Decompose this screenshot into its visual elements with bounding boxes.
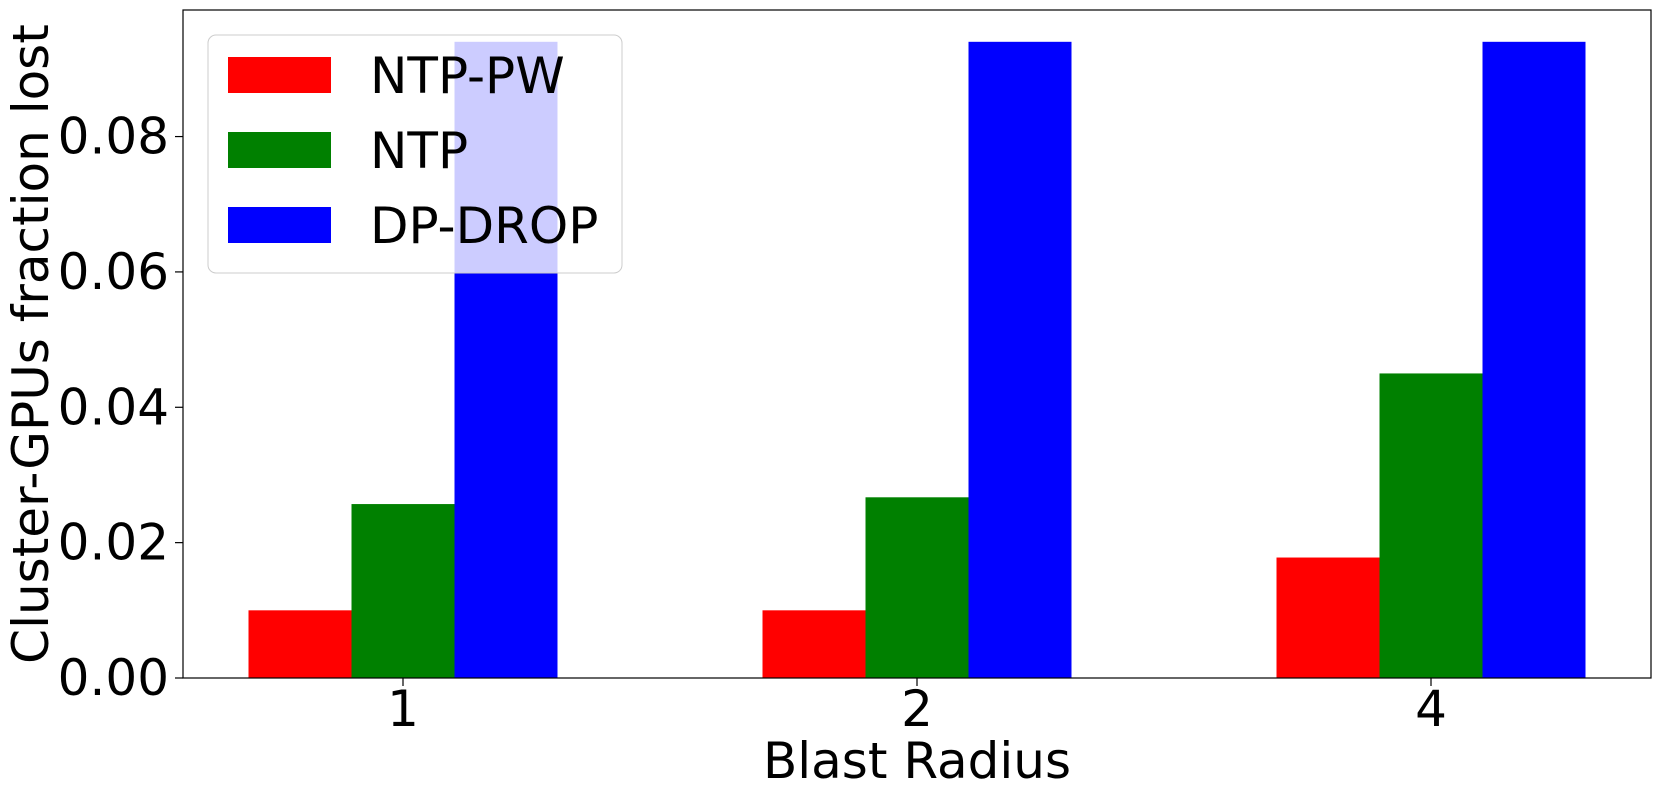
y-tick-label: 0.02	[58, 514, 169, 572]
legend-swatch-dp-drop	[228, 207, 331, 243]
y-tick-label: 0.08	[58, 108, 169, 166]
y-tick-label: 0.06	[58, 243, 169, 301]
bar-ntp-4	[1379, 373, 1483, 678]
bar-ntp-2	[865, 497, 969, 678]
x-axis-label: Blast Radius	[763, 732, 1071, 790]
x-tick-label: 1	[387, 680, 419, 738]
bar-ntp-pw-4	[1276, 557, 1380, 678]
legend-swatch-ntp-pw	[228, 57, 331, 93]
y-tick-label: 0.00	[58, 649, 169, 707]
y-axis: 0.00 0.02 0.04 0.06 0.08	[58, 108, 183, 707]
legend: NTP-PW NTP DP-DROP	[207, 34, 623, 274]
legend-label-ntp: NTP	[370, 122, 468, 180]
y-tick-label: 0.04	[58, 378, 169, 436]
bar-ntp-pw-1	[248, 610, 352, 678]
bars-layer	[248, 41, 1586, 679]
x-tick-label: 2	[901, 680, 933, 738]
bar-ntp-pw-2	[762, 610, 866, 678]
bar-dp-drop-2	[968, 41, 1072, 679]
bar-dp-drop-4	[1482, 41, 1586, 679]
y-axis-label: Cluster-GPUs fraction lost	[2, 24, 60, 664]
x-tick-label: 4	[1415, 680, 1447, 738]
legend-label-ntp-pw: NTP-PW	[370, 47, 565, 105]
legend-label-dp-drop: DP-DROP	[370, 197, 598, 255]
legend-swatch-ntp	[228, 132, 331, 168]
bar-ntp-1	[351, 504, 455, 678]
x-axis: 1 2 4	[387, 678, 1447, 738]
